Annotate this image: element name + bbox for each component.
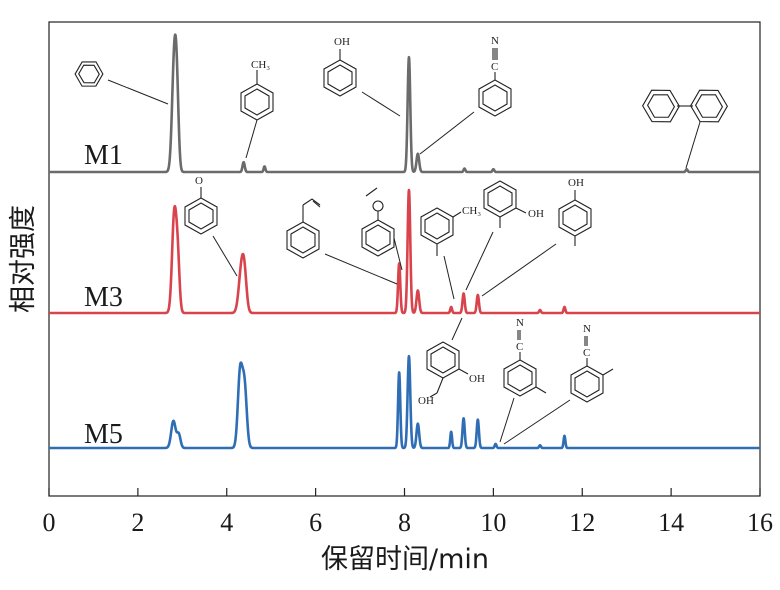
n-label-m5a: N xyxy=(516,317,524,329)
oh-label-m3b: OH xyxy=(528,208,544,220)
c-label-m5b: C xyxy=(583,347,590,359)
oh-label-m5: OH xyxy=(469,373,485,385)
x-tick-label: 4 xyxy=(220,508,233,537)
benzonitrile-structure: N C xyxy=(419,35,512,155)
x-tick-label: 0 xyxy=(43,508,56,537)
x-tick-label: 16 xyxy=(747,508,773,537)
c-label: C xyxy=(491,61,498,73)
trace-group xyxy=(47,33,762,450)
series-line-m3 xyxy=(47,188,762,315)
x-tick-label: 2 xyxy=(131,508,144,537)
benzene-structure xyxy=(74,61,169,105)
plot-frame xyxy=(48,21,761,497)
phenyl-ether-structure xyxy=(361,187,403,271)
m-cresol-structure: CH₃ xyxy=(420,205,481,300)
o-tolunitrile-structure: N C xyxy=(503,323,614,445)
x-tick-label: 14 xyxy=(658,508,684,537)
oh-label-m3c: OH xyxy=(568,177,584,189)
y-axis-title: 相对强度 xyxy=(8,205,39,313)
oh-label-m3a: CH₃ xyxy=(462,205,481,217)
series-line-m5 xyxy=(47,354,762,450)
trace-label-m1: M1 xyxy=(84,140,123,171)
leader-line xyxy=(107,79,169,105)
ch3-label-m3: O xyxy=(195,175,203,187)
oh-label: OH xyxy=(334,36,350,48)
ch3-label: CH₃ xyxy=(251,59,270,71)
p-cresol-structure: OH xyxy=(481,177,592,297)
benzaldehyde-structure xyxy=(286,198,398,285)
phenol-structure: OH xyxy=(323,36,401,117)
x-tick-label: 10 xyxy=(480,508,506,537)
trace-label-m5: M5 xyxy=(84,419,123,450)
x-axis-title: 保留时间/min xyxy=(321,544,489,575)
x-axis: 0 2 4 6 8 10 12 14 16 xyxy=(43,488,773,537)
n-label-m5b: N xyxy=(583,323,591,335)
o-label-m5: OH xyxy=(418,395,434,407)
x-tick-label: 8 xyxy=(398,508,411,537)
x-tick-label: 6 xyxy=(309,508,322,537)
x-tick-label: 12 xyxy=(569,508,595,537)
biphenyl-structure xyxy=(642,89,728,169)
series-line-m1 xyxy=(47,33,762,174)
c-label-m5a: C xyxy=(516,341,523,353)
n-label: N xyxy=(491,35,499,47)
salicylaldehyde-structure: OH OH xyxy=(418,317,485,407)
o-cresol-structure: OH xyxy=(465,180,544,291)
toluene-structure: CH₃ xyxy=(240,59,274,159)
trace-label-m3: M3 xyxy=(84,282,123,313)
toluene-structure-m3: O xyxy=(184,175,238,277)
m-tolunitrile-structure: N C xyxy=(499,317,547,443)
